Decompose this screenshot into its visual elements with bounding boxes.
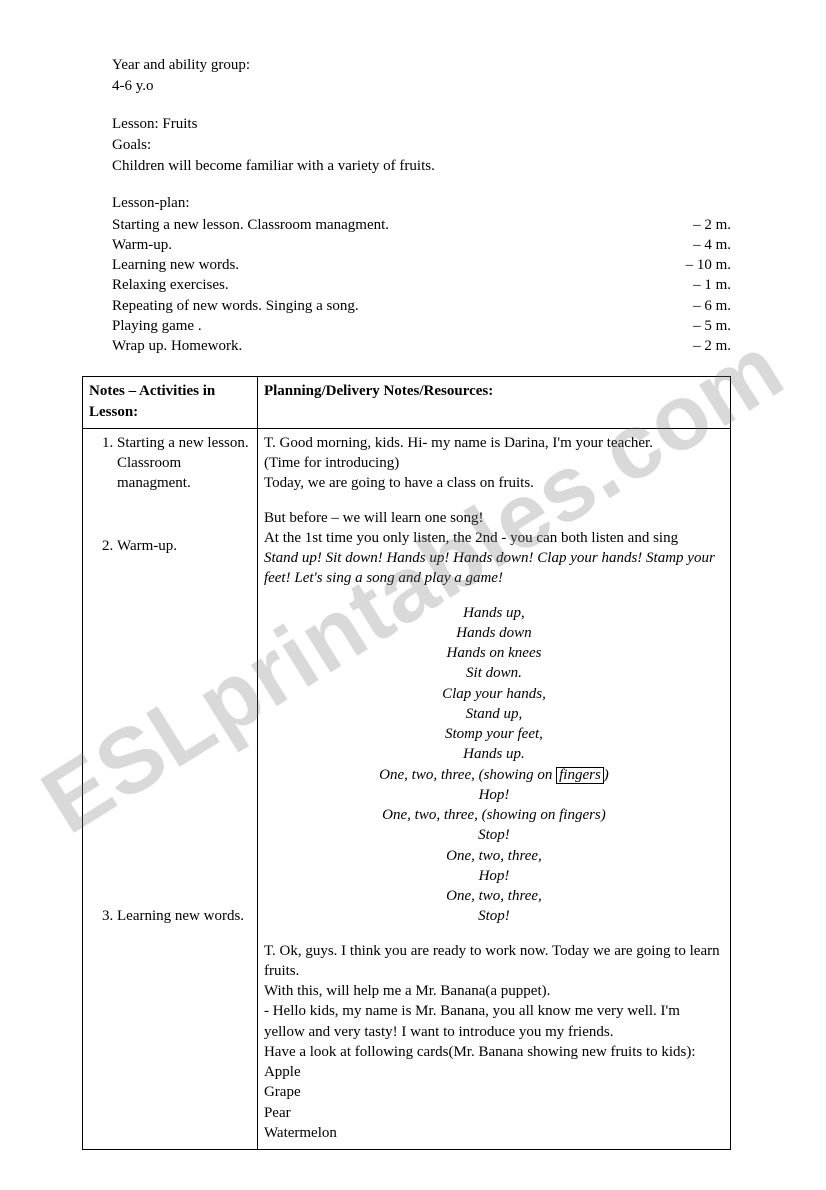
song-line: One, two, three,: [264, 886, 724, 906]
fruit-item: Watermelon: [264, 1123, 724, 1143]
song-line: Stomp your feet,: [264, 724, 724, 744]
fruits-list: AppleGrapePearWatermelon: [264, 1062, 724, 1143]
text-line: But before – we will learn one song!: [264, 508, 724, 528]
text-line: With this, will help me a Mr. Banana(a p…: [264, 981, 724, 1001]
song-line: Sit down.: [264, 663, 724, 683]
text-line: T. Ok, guys. I think you are ready to wo…: [264, 941, 724, 982]
activity-2-block: But before – we will learn one song! At …: [264, 508, 724, 927]
activity-item: Starting a new lesson. Classroom managme…: [117, 433, 251, 494]
plan-text: Playing game .: [112, 316, 683, 336]
song-lyrics-tail: Hop!One, two, three, (showing on fingers…: [264, 785, 724, 927]
text-line: (Time for introducing): [264, 453, 724, 473]
planning-cell: T. Good morning, kids. Hi- my name is Da…: [257, 428, 730, 1149]
plan-text: Relaxing exercises.: [112, 275, 683, 295]
song-fingers-line: One, two, three, (showing on fingers): [264, 765, 724, 785]
plan-text: Wrap up. Homework.: [112, 336, 683, 356]
song-line: Hands up.: [264, 744, 724, 764]
text-line-italic: Stand up! Sit down! Hands up! Hands down…: [264, 548, 724, 589]
song-line: Hands down: [264, 623, 724, 643]
song-line: Stop!: [264, 825, 724, 845]
plan-time: – 1 m.: [683, 275, 731, 295]
text-line: Today, we are going to have a class on f…: [264, 473, 724, 493]
text-span: One, two, three, (showing on: [379, 767, 556, 783]
song-line: Hands on knees: [264, 643, 724, 663]
song-line: Stop!: [264, 906, 724, 926]
plan-time: – 2 m.: [683, 336, 731, 356]
goals-label: Goals:: [112, 135, 731, 155]
col-header-plan: Planning/Delivery Notes/Resources:: [257, 377, 730, 429]
song-line: One, two, three,: [264, 846, 724, 866]
activity-3-block: T. Ok, guys. I think you are ready to wo…: [264, 941, 724, 1144]
year-value: 4-6 y.o: [112, 76, 731, 96]
table-header-row: Notes – Activities in Lesson: Planning/D…: [83, 377, 731, 429]
plan-time: – 6 m.: [683, 296, 731, 316]
fruit-item: Grape: [264, 1082, 724, 1102]
activity-item: Warm-up.: [117, 536, 251, 556]
page-content: Year and ability group: 4-6 y.o Lesson: …: [0, 0, 826, 1190]
lesson-header: Year and ability group: 4-6 y.o Lesson: …: [112, 55, 731, 356]
fruit-item: Pear: [264, 1103, 724, 1123]
lesson-plan-list: Starting a new lesson. Classroom managme…: [112, 215, 731, 357]
text-line: T. Good morning, kids. Hi- my name is Da…: [264, 433, 724, 453]
lesson-table: Notes – Activities in Lesson: Planning/D…: [82, 376, 731, 1150]
plan-row: Relaxing exercises.– 1 m.: [112, 275, 731, 295]
plan-text: Learning new words.: [112, 255, 676, 275]
song-line: Hop!: [264, 785, 724, 805]
plan-row: Repeating of new words. Singing a song.–…: [112, 296, 731, 316]
plan-row: Playing game .– 5 m.: [112, 316, 731, 336]
lesson-label: Lesson: Fruits: [112, 114, 731, 134]
song-lyrics: Hands up,Hands downHands on kneesSit dow…: [264, 603, 724, 765]
plan-row: Starting a new lesson. Classroom managme…: [112, 215, 731, 235]
text-span: ): [604, 767, 609, 783]
plan-row: Learning new words.– 10 m.: [112, 255, 731, 275]
activity-item: Learning new words.: [117, 906, 251, 926]
song-line: Clap your hands,: [264, 684, 724, 704]
plan-text: Repeating of new words. Singing a song.: [112, 296, 683, 316]
song-line: One, two, three, (showing on fingers): [264, 805, 724, 825]
goals-text: Children will become familiar with a var…: [112, 156, 731, 176]
song-line: Hands up,: [264, 603, 724, 623]
activities-cell: Starting a new lesson. Classroom managme…: [83, 428, 258, 1149]
plan-text: Warm-up.: [112, 235, 683, 255]
text-line: Have a look at following cards(Mr. Banan…: [264, 1042, 724, 1062]
boxed-word: fingers: [556, 767, 604, 785]
plan-time: – 5 m.: [683, 316, 731, 336]
plan-time: – 10 m.: [676, 255, 731, 275]
plan-time: – 2 m.: [683, 215, 731, 235]
fruit-item: Apple: [264, 1062, 724, 1082]
song-line: Hop!: [264, 866, 724, 886]
text-line: At the 1st time you only listen, the 2nd…: [264, 528, 724, 548]
col-header-notes: Notes – Activities in Lesson:: [83, 377, 258, 429]
table-body-row: Starting a new lesson. Classroom managme…: [83, 428, 731, 1149]
plan-row: Wrap up. Homework.– 2 m.: [112, 336, 731, 356]
plan-label: Lesson-plan:: [112, 193, 731, 213]
year-label: Year and ability group:: [112, 55, 731, 75]
song-line: Stand up,: [264, 704, 724, 724]
plan-text: Starting a new lesson. Classroom managme…: [112, 215, 683, 235]
plan-row: Warm-up.– 4 m.: [112, 235, 731, 255]
text-line: - Hello kids, my name is Mr. Banana, you…: [264, 1001, 724, 1042]
activity-1-block: T. Good morning, kids. Hi- my name is Da…: [264, 433, 724, 494]
plan-time: – 4 m.: [683, 235, 731, 255]
